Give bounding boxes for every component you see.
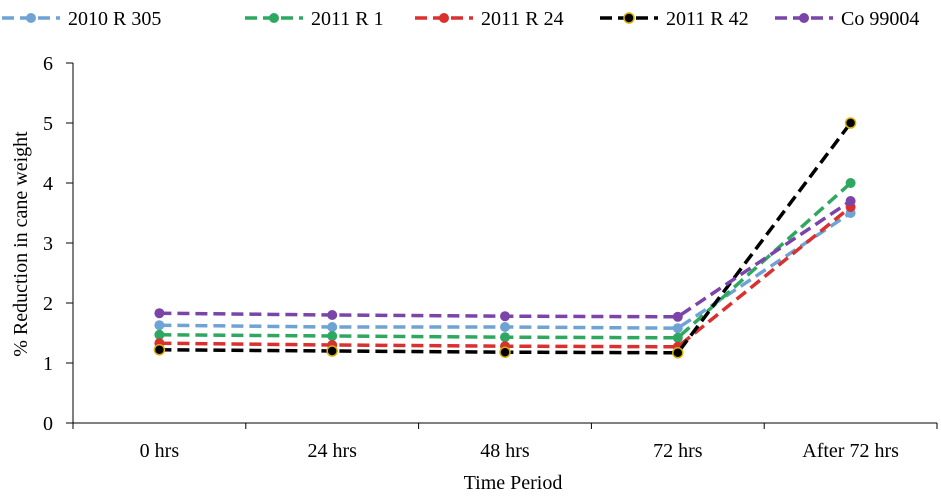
data-point	[845, 178, 856, 188]
data-point	[672, 311, 683, 322]
y-tick-label: 3	[43, 233, 53, 255]
legend-marker	[26, 13, 36, 23]
data-point	[154, 320, 165, 331]
legend-marker	[269, 13, 279, 23]
legend-item: 2010 R 305	[2, 8, 161, 30]
x-tick-label: 48 hrs	[480, 440, 530, 462]
legend-item: 2011 R 1	[245, 8, 384, 30]
legend-marker	[439, 13, 449, 23]
data-point	[327, 331, 338, 341]
legend-item: 2011 R 24	[415, 8, 564, 30]
data-point	[154, 329, 165, 340]
data-point	[844, 117, 857, 129]
data-point	[500, 332, 510, 343]
x-tick-label: After 72 hrs	[802, 440, 899, 462]
data-point	[499, 346, 511, 358]
data-point	[672, 323, 683, 334]
data-point	[326, 345, 338, 357]
y-tick-label: 4	[43, 173, 53, 195]
legend-item: 2011 R 42	[600, 8, 749, 30]
legend-label: 2011 R 24	[481, 8, 564, 30]
y-tick-label: 2	[43, 293, 53, 315]
x-axis-title: Time Period	[464, 472, 563, 494]
y-tick-label: 5	[43, 113, 53, 135]
y-tick-label: 0	[43, 413, 53, 435]
plot-area	[153, 117, 857, 359]
legend-label: 2011 R 1	[311, 8, 384, 30]
data-point	[327, 322, 338, 332]
y-axis-title-group: % Reduction in cane weight	[10, 131, 32, 357]
legend-item: Co 99004	[775, 8, 919, 30]
legend-label: Co 99004	[841, 8, 919, 30]
legend-label: 2010 R 305	[68, 8, 161, 30]
series-4	[154, 196, 856, 322]
axes: 0 1 2 3 4 5 6 0 hrs 24 hrs 48 hrs 72 hrs After 72 h…	[43, 53, 938, 462]
series-1	[154, 178, 856, 343]
legend-marker	[799, 13, 809, 23]
data-point	[672, 332, 683, 343]
x-tick-label: 72 hrs	[653, 440, 703, 462]
data-point	[500, 311, 510, 322]
data-point	[153, 344, 166, 356]
data-point	[672, 347, 684, 359]
data-point	[154, 308, 165, 319]
x-tick-label: 24 hrs	[307, 440, 357, 462]
y-axis-title: % Reduction in cane weight	[10, 131, 32, 357]
legend: 2010 R 305 2011 R 1 2011 R 24 2011 R 42 Co 9…	[2, 8, 919, 30]
legend-marker	[623, 12, 635, 24]
data-point	[327, 310, 338, 320]
x-tick-label: 0 hrs	[140, 440, 180, 462]
y-tick-label: 6	[43, 53, 53, 75]
series-3	[153, 117, 857, 359]
data-point	[845, 196, 856, 206]
legend-label: 2011 R 42	[666, 8, 749, 30]
data-point	[500, 322, 510, 332]
y-tick-label: 1	[43, 353, 53, 375]
series-0	[154, 208, 856, 334]
